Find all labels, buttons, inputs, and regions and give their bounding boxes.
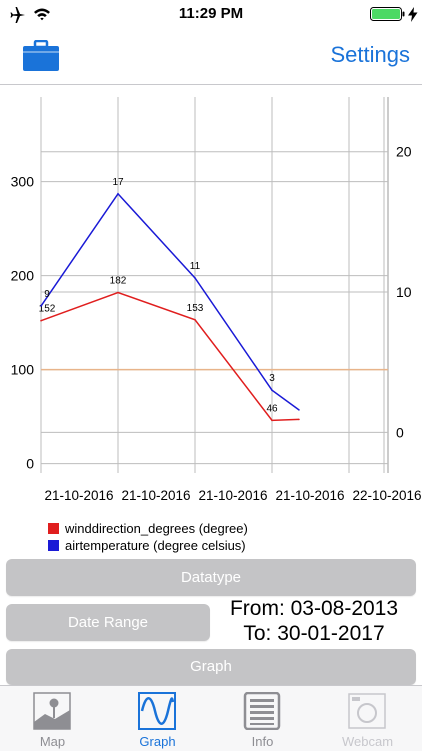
legend-swatch-red — [48, 523, 59, 534]
to-date: To: 30-01-2017 — [243, 622, 385, 645]
legend-item-winddirection: winddirection_degrees (degree) — [48, 520, 248, 537]
tab-info[interactable]: Info — [210, 686, 315, 751]
data-point — [194, 318, 196, 321]
battery-icon — [370, 7, 405, 21]
y-left-tick-label: 300 — [11, 174, 35, 190]
x-tick-label: 21-10-2016 — [121, 488, 190, 503]
y-left-tick-label: 0 — [26, 456, 34, 472]
camera-icon — [348, 693, 386, 729]
data-label: 3 — [269, 373, 275, 384]
tab-graph-label: Graph — [139, 734, 176, 749]
data-point — [271, 389, 273, 392]
data-point — [117, 193, 119, 195]
data-point — [40, 319, 42, 322]
graph-button-label: Graph — [190, 658, 232, 675]
airplane-icon — [10, 7, 25, 23]
tab-webcam-label: Webcam — [341, 734, 394, 749]
data-point — [117, 291, 119, 294]
tab-webcam[interactable]: Webcam — [315, 686, 420, 751]
data-label: 153 — [187, 303, 204, 314]
x-tick-label: 21-10-2016 — [44, 488, 113, 503]
info-document-icon — [243, 692, 281, 730]
series-line-airtemperature — [40, 192, 300, 411]
x-tick-label: 21-10-2016 — [275, 488, 344, 503]
date-range-button-label: Date Range — [67, 614, 149, 631]
y-right-tick-label: 0 — [396, 424, 404, 440]
data-label: 152 — [39, 304, 56, 315]
datatype-button[interactable]: Datatype — [6, 559, 416, 596]
briefcase-icon[interactable] — [22, 40, 60, 72]
wifi-icon — [34, 8, 50, 21]
series-line-winddirection — [40, 291, 299, 422]
line-chart: 0 100 200 300 0 10 20 21-10-2016 21-10-2016 21-10… — [11, 97, 422, 503]
map-icon — [33, 692, 71, 730]
data-point — [271, 419, 273, 422]
data-label: 9 — [44, 289, 50, 300]
data-point — [40, 305, 42, 307]
data-point — [298, 418, 300, 421]
tab-bar: Map Graph Info Webcam — [0, 685, 422, 751]
y-left-tick-label: 100 — [11, 362, 35, 378]
legend-label-winddirection: winddirection_degrees (degree) — [65, 521, 248, 536]
date-range-display: From: 03-08-2013 To: 30-01-2017 — [212, 596, 416, 646]
data-label: 182 — [110, 276, 127, 287]
legend-label-airtemperature: airtemperature (degree celsius) — [65, 538, 246, 553]
data-label: 11 — [190, 261, 201, 272]
chart-legend: winddirection_degrees (degree) airtemper… — [48, 520, 248, 554]
legend-swatch-blue — [48, 540, 59, 551]
date-range-button[interactable]: Date Range — [6, 604, 210, 641]
tab-map-label: Map — [39, 734, 66, 749]
tab-graph[interactable]: Graph — [105, 686, 210, 751]
graph-icon — [138, 692, 176, 730]
x-tick-label: 22-10-2016 — [352, 488, 421, 503]
y-right-tick-label: 20 — [396, 144, 412, 160]
status-bar: 11:29 PM — [0, 0, 422, 30]
y-right-tick-label: 10 — [396, 284, 412, 300]
tab-map[interactable]: Map — [0, 686, 105, 751]
y-left-tick-label: 200 — [11, 268, 35, 284]
navigation-bar: Settings — [0, 30, 422, 85]
data-label: 46 — [266, 403, 278, 414]
datatype-button-label: Datatype — [180, 569, 242, 586]
data-point — [298, 409, 300, 411]
status-time: 11:29 PM — [178, 5, 244, 22]
legend-item-airtemperature: airtemperature (degree celsius) — [48, 537, 248, 554]
tab-info-label: Info — [251, 734, 274, 749]
graph-button[interactable]: Graph — [6, 649, 416, 685]
data-point — [194, 277, 196, 279]
data-label: 17 — [112, 177, 124, 188]
x-tick-label: 21-10-2016 — [198, 488, 267, 503]
charging-bolt-icon — [408, 7, 418, 22]
settings-button[interactable]: Settings — [330, 42, 411, 67]
from-date: From: 03-08-2013 — [229, 597, 399, 620]
